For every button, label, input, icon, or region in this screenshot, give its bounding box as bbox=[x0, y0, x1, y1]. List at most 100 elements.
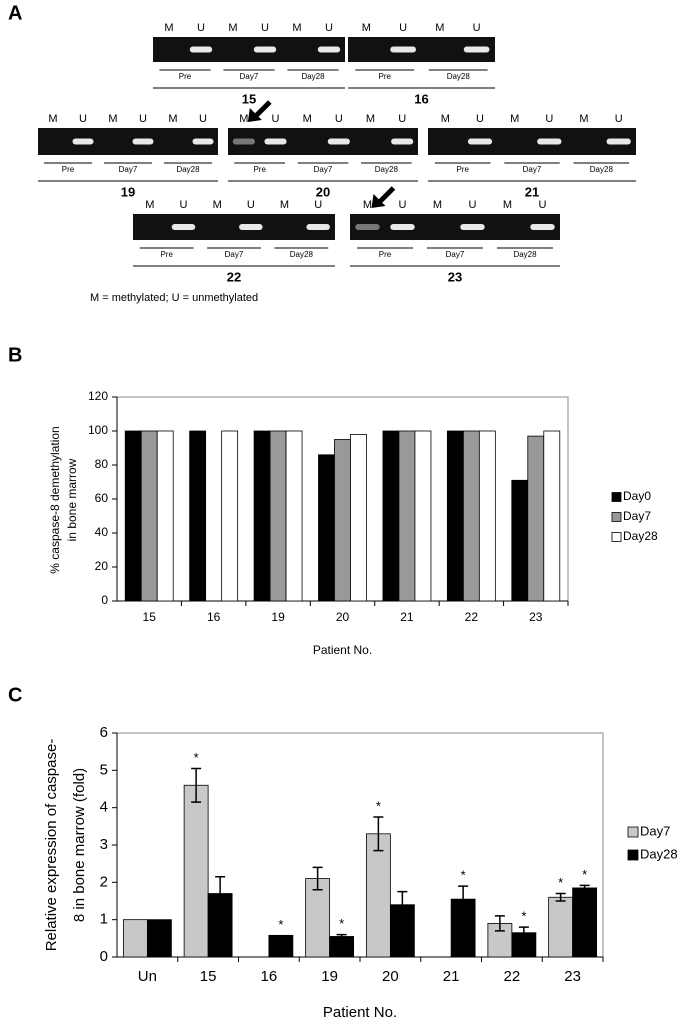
bar bbox=[122, 919, 148, 958]
x-tick-label: 20 bbox=[336, 610, 350, 624]
lane-label: M bbox=[503, 199, 512, 211]
group-label: Day28 bbox=[590, 165, 614, 174]
group-label: Day7 bbox=[225, 250, 244, 259]
y-tick-label: 5 bbox=[100, 761, 108, 778]
gel-band bbox=[463, 46, 490, 53]
bar bbox=[189, 430, 207, 602]
group-label: Day28 bbox=[301, 72, 325, 81]
gel-image bbox=[350, 214, 560, 240]
x-axis-label: Patient No. bbox=[313, 643, 372, 657]
lane-label: U bbox=[469, 199, 477, 211]
patient-number: 20 bbox=[316, 184, 330, 199]
lane-label: U bbox=[539, 199, 547, 211]
bar bbox=[572, 887, 598, 958]
legend-label: Day0 bbox=[623, 489, 651, 503]
lane-label: M bbox=[108, 113, 117, 125]
y-tick-label: 100 bbox=[88, 423, 108, 437]
bar bbox=[334, 439, 351, 602]
bar bbox=[305, 878, 331, 958]
bar bbox=[527, 435, 545, 602]
legend-label: Day7 bbox=[623, 509, 651, 523]
bar bbox=[183, 784, 209, 958]
gel-band bbox=[264, 138, 287, 145]
lane-label: U bbox=[314, 199, 322, 211]
lane-label: M bbox=[228, 22, 237, 34]
group-label: Pre bbox=[379, 72, 392, 81]
group-label: Pre bbox=[253, 165, 266, 174]
significance-marker: * bbox=[376, 798, 381, 813]
lane-label: M bbox=[441, 113, 450, 125]
y-tick-label: 80 bbox=[95, 457, 109, 471]
group-label: Day28 bbox=[176, 165, 200, 174]
gel-image bbox=[428, 128, 636, 155]
legend-swatch bbox=[611, 532, 622, 542]
lane-label: M bbox=[366, 113, 375, 125]
bar bbox=[548, 896, 574, 958]
patient-number: 23 bbox=[448, 269, 462, 284]
lane-label: U bbox=[545, 113, 553, 125]
gel-image bbox=[38, 128, 218, 155]
arrow-head bbox=[247, 108, 262, 122]
lane-label: M bbox=[362, 22, 371, 34]
significance-marker: * bbox=[558, 875, 563, 890]
lane-label: U bbox=[199, 113, 207, 125]
gel-band bbox=[606, 138, 631, 145]
lane-label: U bbox=[615, 113, 623, 125]
significance-marker: * bbox=[278, 917, 283, 932]
panel-label: C bbox=[8, 684, 22, 706]
gel-image bbox=[153, 37, 345, 62]
lane-label: M bbox=[363, 199, 372, 211]
gel-band bbox=[132, 138, 154, 145]
significance-marker: * bbox=[194, 750, 199, 765]
bar bbox=[462, 430, 480, 602]
gel-band bbox=[391, 138, 414, 145]
lane-label: U bbox=[335, 113, 343, 125]
bar bbox=[511, 479, 529, 602]
lane-label: M bbox=[510, 113, 519, 125]
gel-band bbox=[189, 46, 213, 53]
patient-number: 21 bbox=[525, 184, 539, 199]
legend-label: Day7 bbox=[640, 823, 670, 838]
arrow-head bbox=[371, 194, 386, 208]
group-label: Pre bbox=[160, 250, 173, 259]
bar bbox=[365, 833, 391, 958]
bar bbox=[269, 430, 287, 602]
error-bar bbox=[494, 915, 505, 932]
gel-band bbox=[72, 138, 94, 145]
lane-label: M bbox=[48, 113, 57, 125]
x-tick-label: 21 bbox=[443, 968, 460, 985]
x-tick-label: 19 bbox=[321, 968, 338, 985]
bar bbox=[124, 430, 142, 602]
lane-label: U bbox=[476, 113, 484, 125]
bar bbox=[156, 430, 174, 602]
gel-band bbox=[306, 224, 330, 230]
panel-label: A bbox=[8, 2, 22, 24]
error-bar bbox=[579, 884, 590, 892]
bar bbox=[285, 430, 303, 602]
gel-band bbox=[390, 46, 416, 53]
lane-label: M bbox=[433, 199, 442, 211]
significance-marker: * bbox=[521, 909, 526, 924]
bar bbox=[478, 430, 496, 602]
group-label: Day28 bbox=[447, 72, 471, 81]
group-label: Day7 bbox=[523, 165, 542, 174]
x-tick-label: 23 bbox=[529, 610, 543, 624]
lane-label: M bbox=[239, 113, 248, 125]
legend-swatch bbox=[627, 826, 639, 838]
lane-label: U bbox=[180, 199, 188, 211]
bar bbox=[140, 430, 158, 602]
x-tick-label: 15 bbox=[200, 968, 217, 985]
gel-band bbox=[171, 224, 196, 230]
bar bbox=[318, 454, 335, 602]
error-bar bbox=[518, 926, 529, 940]
error-bar bbox=[555, 892, 566, 902]
x-tick-label: 22 bbox=[465, 610, 479, 624]
error-bar bbox=[397, 890, 408, 919]
group-label: Day7 bbox=[446, 250, 465, 259]
group-label: Day28 bbox=[290, 250, 314, 259]
gel-image bbox=[228, 128, 418, 155]
group-label: Day28 bbox=[513, 250, 537, 259]
gel-band bbox=[232, 138, 255, 145]
gel-legend: M = methylated; U = unmethylated bbox=[90, 292, 258, 304]
